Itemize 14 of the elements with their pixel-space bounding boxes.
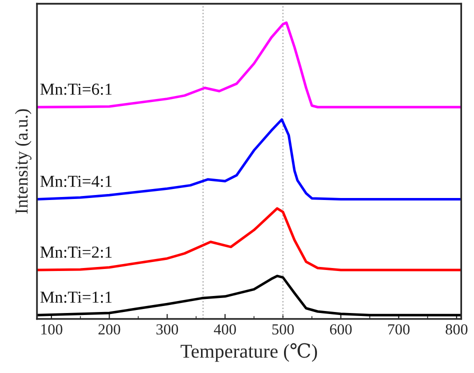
x-tick-label: 200 [98, 324, 120, 335]
series-label: Mn:Ti=6:1 [40, 84, 112, 95]
y-axis-title: Intensity (a.u.) [14, 109, 32, 214]
x-tick-label: 500 [272, 324, 294, 335]
x-tick-label: 700 [388, 324, 410, 335]
x-tick-label: 300 [156, 324, 178, 335]
x-tick-label: 800 [446, 324, 468, 335]
series-label: Mn:Ti=2:1 [40, 246, 112, 258]
x-axis-title: Temperature (℃) [180, 343, 317, 362]
series-label: Mn:Ti=1:1 [40, 292, 112, 303]
x-tick-label: 100 [41, 324, 62, 335]
x-tick-label: 600 [330, 324, 352, 335]
x-tick-label: 400 [214, 324, 236, 335]
series-label: Mn:Ti=4:1 [40, 176, 112, 188]
